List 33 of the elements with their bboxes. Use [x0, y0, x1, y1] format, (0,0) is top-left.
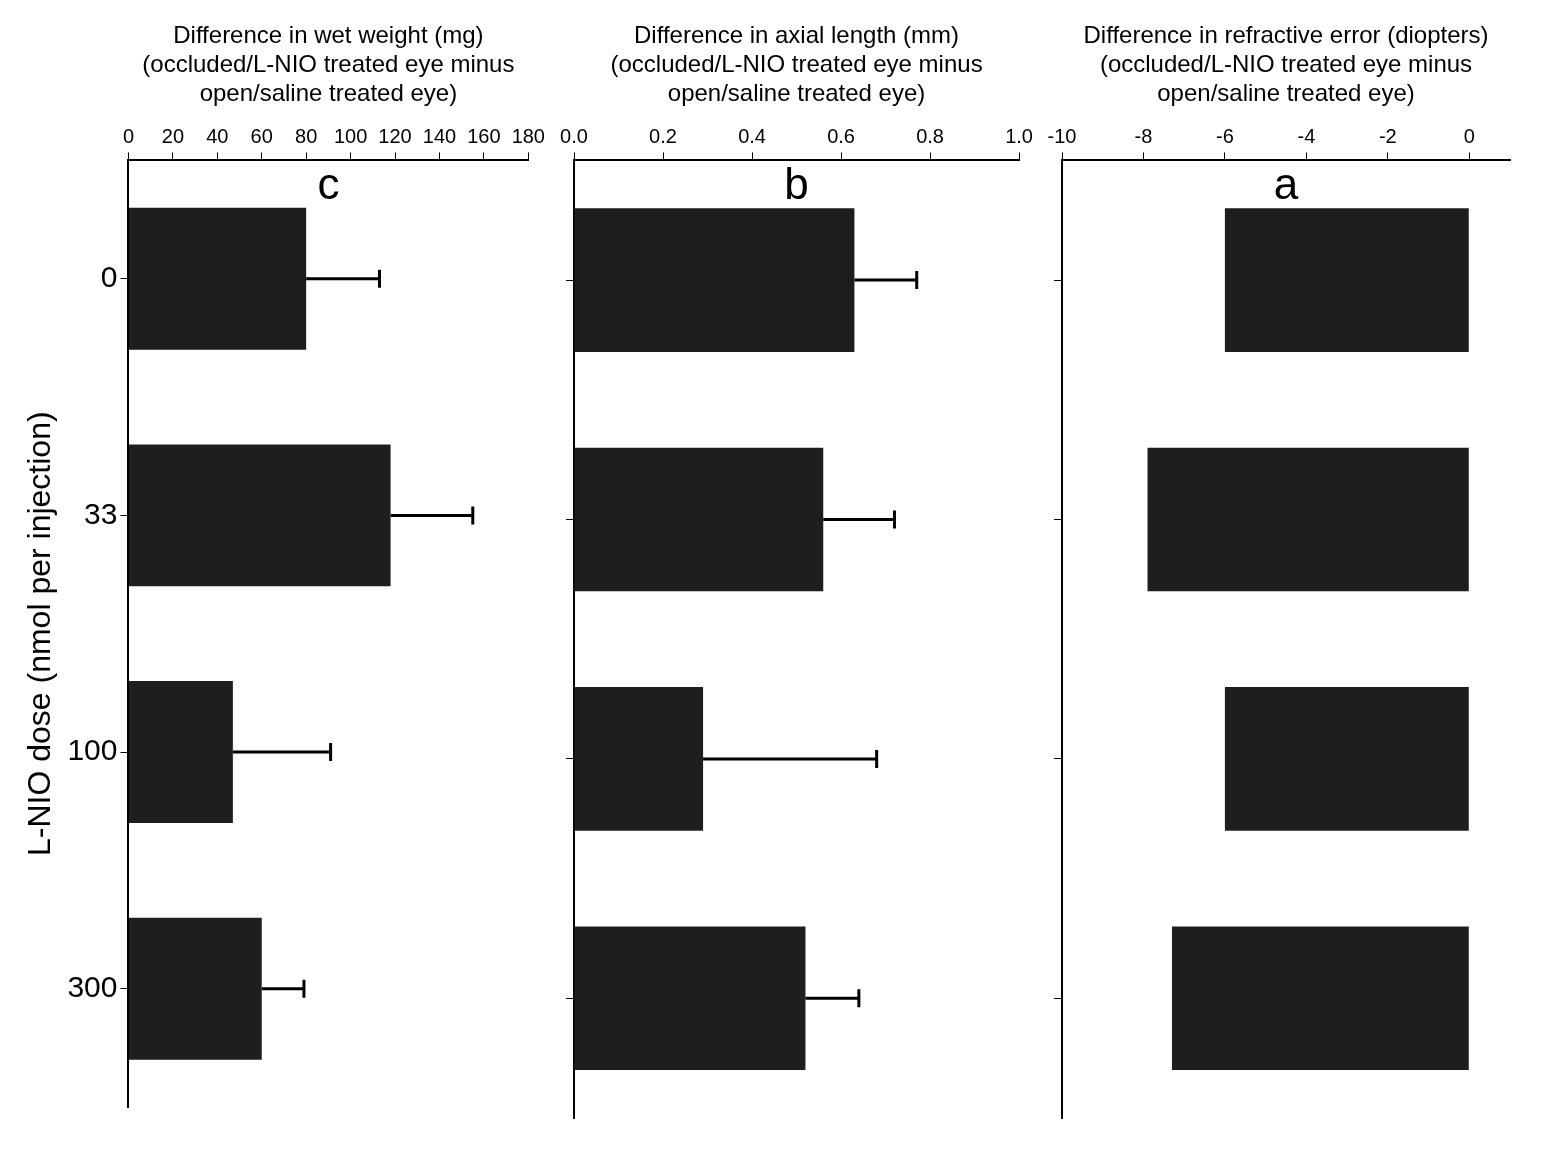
x-tick-label: -6 [1216, 124, 1234, 147]
x-tick-label: 0.8 [916, 124, 944, 147]
x-tick-label: 20 [161, 124, 185, 147]
x-tick-label: 80 [295, 124, 318, 147]
x-tick-label: 40 [206, 124, 229, 147]
y-tick-label: 33 [84, 496, 118, 530]
x-axis-title: Difference in wet weight (mg) (occluded/L-NIO treated eye minus open/saline treated eye) [142, 21, 515, 106]
x-tick-label: -2 [1378, 124, 1397, 147]
annotation: a [1273, 158, 1299, 208]
x-tick-label: 0.2 [649, 124, 677, 147]
y-tick-label: 100 [67, 733, 118, 767]
x-tick-label: 1.0 [1005, 124, 1033, 147]
x-tick-label: 0.0 [560, 124, 588, 147]
y-axis-title: L-NIO dose (nmol per injection) [21, 411, 58, 857]
x-tick-label: 160 [467, 124, 501, 147]
x-tick-label: 100 [333, 124, 368, 147]
x-tick-label: 0 [122, 124, 135, 147]
annotation: c [317, 158, 340, 208]
x-tick-label: -4 [1297, 124, 1316, 147]
x-tick-label: 60 [250, 124, 273, 147]
x-tick-label: 180 [511, 124, 545, 147]
x-axis-title: Difference in axial length (mm) (occluded/L-NIO treated eye minus open/saline treated eye) [610, 21, 983, 106]
x-tick-label: 120 [378, 124, 412, 147]
x-tick-label: 0.6 [827, 124, 855, 147]
y-tick-label: 0 [100, 259, 118, 293]
x-tick-label: -10 [1047, 124, 1077, 147]
annotation: b [784, 158, 809, 208]
x-tick-label: -8 [1134, 124, 1153, 147]
x-tick-label: 0 [1463, 124, 1475, 147]
x-tick-label: 0.4 [738, 124, 766, 147]
y-tick-label: 300 [67, 969, 118, 1003]
x-tick-label: 140 [422, 124, 457, 147]
x-axis-title: Difference in refractive error (diopters) (occluded/L-NIO treated eye minus open/saline treated eye) [1083, 21, 1489, 106]
